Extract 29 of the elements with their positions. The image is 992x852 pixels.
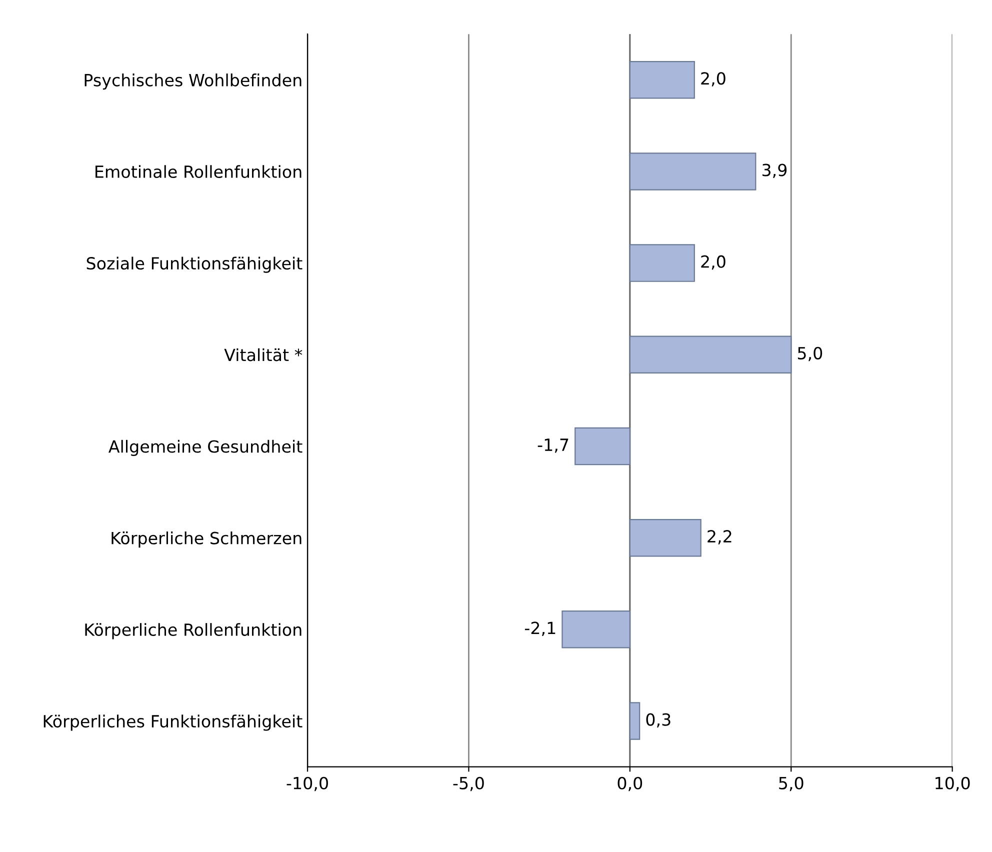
y-tick-label: Körperliche Schmerzen — [112, 531, 302, 548]
data-label: -2,1 — [524, 622, 556, 636]
bar — [629, 518, 702, 557]
data-label: 5,0 — [798, 346, 822, 362]
data-label: -1,7 — [538, 438, 568, 453]
x-tick-label: -10,0 — [286, 776, 328, 792]
bar — [562, 610, 630, 648]
data-label: 3,9 — [762, 164, 787, 178]
y-tick-label: Soziale Funktionsfähigkeit — [86, 256, 302, 273]
data-label: 2,0 — [701, 72, 726, 86]
bar — [629, 152, 756, 190]
x-tick-label: 5,0 — [779, 776, 804, 792]
x-tick-label: -5,0 — [453, 776, 484, 792]
y-tick-label: Körperliches Funktionsfähigkeit — [44, 714, 302, 731]
y-tick-label: Emotinale Rollenfunktion — [96, 165, 302, 178]
bar — [629, 702, 640, 740]
bar — [629, 61, 695, 99]
data-label: 0,3 — [646, 713, 670, 728]
y-tick-label: Körperliche Rollenfunktion — [85, 623, 302, 640]
y-tick-label: Vitalität * — [224, 348, 302, 362]
y-tick-label: Allgemeine Gesundheit — [108, 440, 302, 456]
data-label: 2,2 — [708, 530, 732, 544]
bar — [629, 336, 792, 374]
x-tick-label: 0,0 — [618, 776, 642, 792]
x-tick-label: 10,0 — [936, 776, 970, 792]
bar — [629, 244, 695, 282]
data-label: 2,0 — [701, 255, 726, 270]
y-tick-label: Psychisches Wohlbefinden — [84, 74, 302, 90]
bar — [574, 427, 630, 466]
